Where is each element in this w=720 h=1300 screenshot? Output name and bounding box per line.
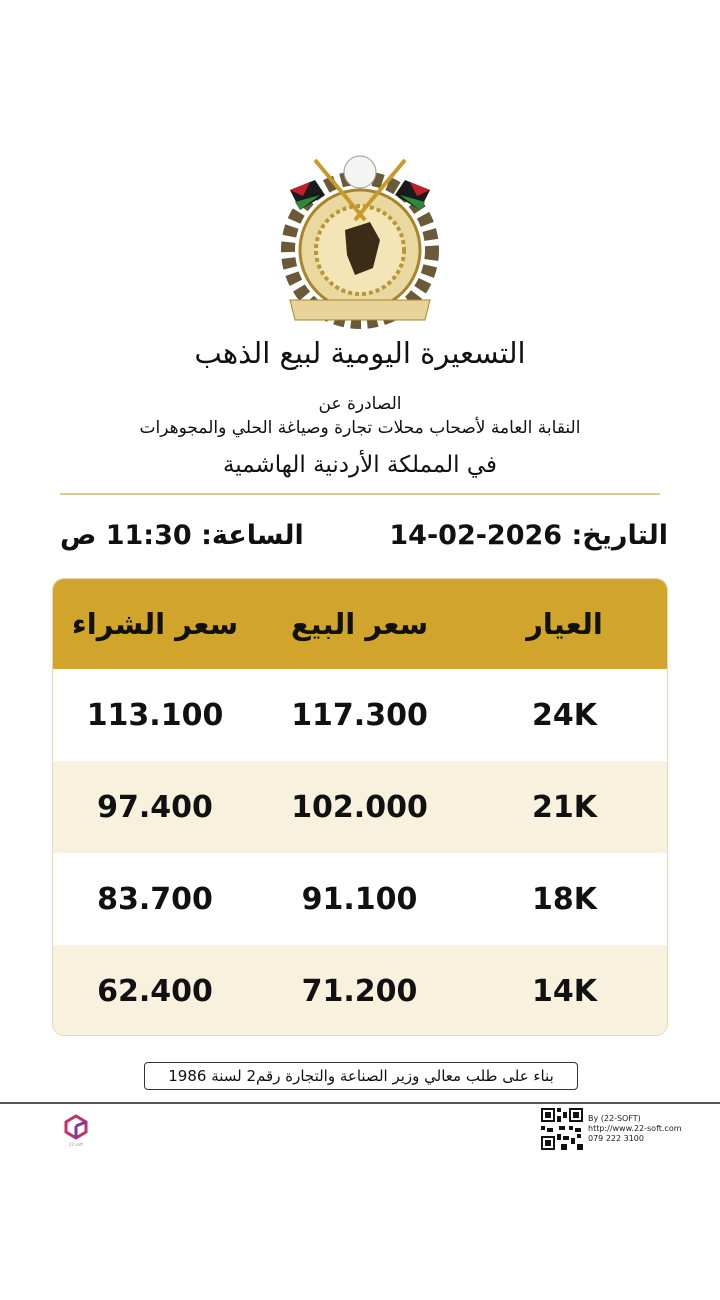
col-karat: العيار: [526, 607, 603, 641]
sell-price: 102.000: [291, 789, 428, 825]
footer-divider: [0, 1102, 720, 1104]
col-buy: سعر الشراء: [71, 607, 239, 641]
credits-url[interactable]: http://www.22-soft.com: [588, 1124, 682, 1133]
table-header: العيار سعر البيع سعر الشراء: [53, 579, 667, 669]
buy-price: 113.100: [86, 697, 224, 733]
qr-code-icon[interactable]: [541, 1108, 583, 1150]
karat: 21K: [532, 789, 597, 825]
price-table: العيار سعر البيع سعر الشراء 24K 117.300 …: [52, 578, 668, 1036]
union-name: النقابة العامة لأصحاب محلات تجارة وصياغة…: [139, 418, 581, 438]
table-row: 21K 102.000 97.400: [53, 761, 667, 853]
buy-price: 62.400: [97, 973, 213, 1009]
buy-price: 97.400: [97, 789, 213, 825]
buy-price: 83.700: [97, 881, 213, 917]
karat: 18K: [532, 881, 597, 917]
credits: By (22-SOFT) http://www.22-soft.com 079 …: [588, 1114, 682, 1144]
karat: 24K: [532, 697, 597, 733]
brand-name: 22-soft: [69, 1142, 83, 1147]
issued-by: الصادرة عن: [318, 394, 402, 414]
union-logo: [281, 155, 439, 329]
sell-price: 117.300: [291, 697, 428, 733]
sell-price: 91.100: [301, 881, 418, 917]
page-title: التسعيرة اليومية لبيع الذهب: [194, 336, 526, 370]
time-label: الساعة:: [201, 520, 304, 551]
table-row: 18K 91.100 83.700: [53, 853, 667, 945]
sell-price: 71.200: [301, 973, 418, 1009]
table-row: 24K 117.300 113.100: [53, 669, 667, 761]
brand-logo-icon: 22-soft: [64, 1114, 88, 1147]
ministry-note: بناء على طلب معالي وزير الصناعة والتجارة…: [144, 1062, 578, 1090]
karat: 14K: [532, 973, 597, 1009]
time: الساعة: 11:30 ص: [60, 520, 304, 551]
table-row: 14K 71.200 62.400: [53, 945, 667, 1035]
time-value: 11:30 ص: [60, 520, 192, 551]
kingdom-name: في المملكة الأردنية الهاشمية: [222, 452, 498, 478]
credits-by: By (22-SOFT): [588, 1114, 641, 1123]
col-sell: سعر البيع: [290, 607, 429, 641]
divider: [60, 493, 660, 495]
date-label: التاريخ:: [571, 520, 669, 551]
date: التاريخ: 14-02-2026: [389, 520, 668, 551]
credits-phone: 079 222 3100: [588, 1134, 644, 1143]
date-value: 14-02-2026: [389, 520, 563, 551]
